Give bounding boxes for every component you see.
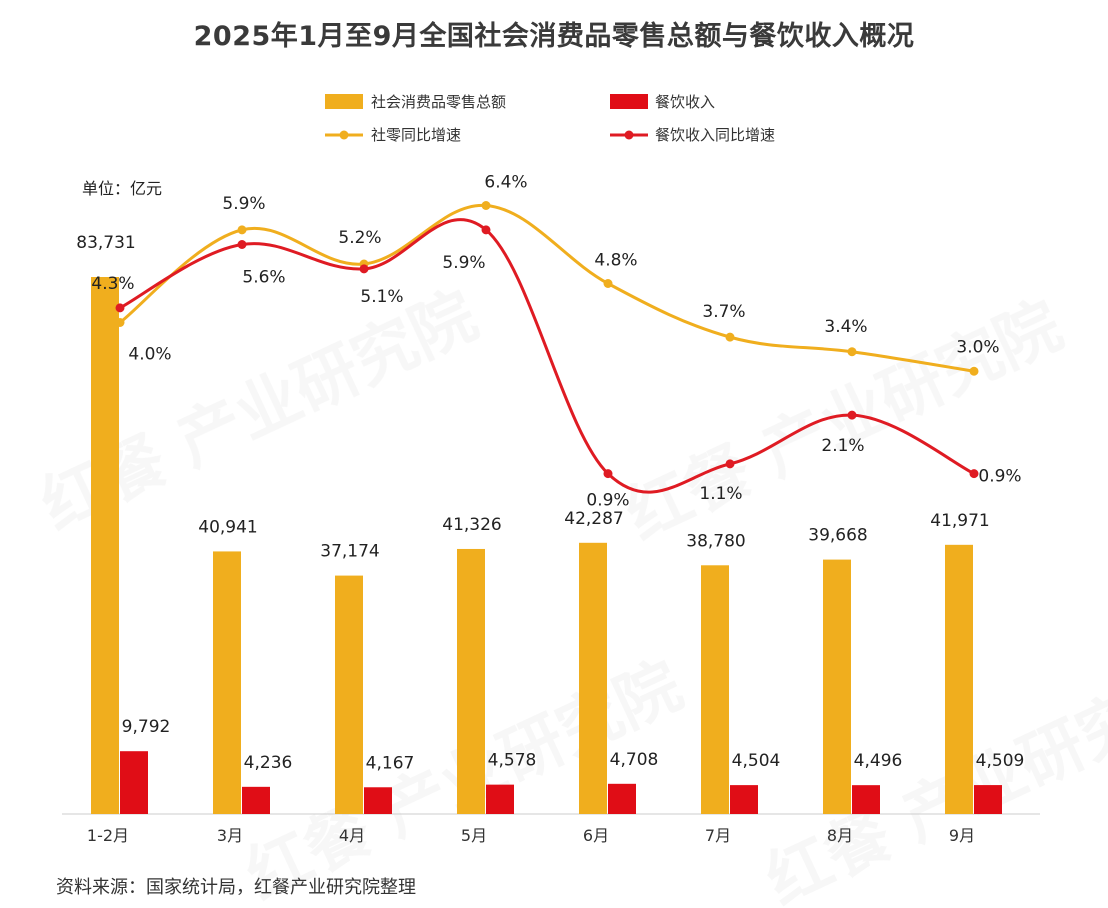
legend-label-catering: 餐饮收入 [655, 93, 715, 111]
bar-catering [364, 787, 392, 814]
point-catering-growth [969, 469, 979, 479]
point-catering-growth [847, 410, 857, 420]
data-label-retail-growth: 3.7% [702, 302, 745, 322]
data-label-retail: 41,971 [930, 511, 989, 531]
data-label-retail: 39,668 [808, 526, 867, 546]
point-catering-growth [725, 459, 735, 469]
data-label-catering-growth: 0.9% [586, 491, 629, 511]
bar-retail [457, 548, 485, 814]
x-tick-label: 5月 [461, 826, 487, 845]
data-label-retail-growth: 6.4% [484, 173, 527, 193]
point-retail-growth [481, 201, 491, 210]
bar-retail [91, 277, 119, 814]
point-catering-growth [115, 303, 125, 313]
data-label-catering: 4,496 [854, 751, 903, 771]
data-label-retail: 41,326 [442, 515, 501, 535]
unit-label: 单位：亿元 [82, 179, 163, 198]
point-catering-growth [603, 469, 613, 479]
data-label-retail-growth: 5.2% [338, 228, 381, 248]
legend-label-retail-growth: 社零同比增速 [371, 126, 461, 144]
bar-catering [730, 785, 758, 814]
x-tick-label: 3月 [217, 826, 243, 845]
bar-catering [242, 786, 270, 814]
data-label-catering: 4,509 [976, 751, 1025, 771]
bar-retail [823, 559, 851, 814]
bar-retail [701, 565, 729, 814]
data-label-catering: 4,504 [732, 751, 781, 771]
x-tick-label: 4月 [339, 826, 365, 845]
watermark-text: 红餐 产业研究院 [755, 654, 1108, 908]
data-label-catering: 4,708 [610, 750, 659, 770]
line-catering-growth [119, 218, 975, 494]
point-retail-growth [969, 366, 979, 376]
x-tick-label: 1-2月 [87, 826, 129, 845]
data-label-catering-growth: 5.9% [442, 253, 485, 273]
data-label-retail-growth: 3.4% [824, 317, 867, 337]
data-label-retail: 42,287 [564, 509, 623, 529]
legend-marker-catering-growth [624, 130, 634, 140]
point-retail-growth [115, 318, 125, 327]
point-retail-growth [725, 332, 735, 342]
data-label-catering: 4,578 [488, 751, 537, 771]
legend: 社会消费品零售总额 餐饮收入 社零同比增速 餐饮收入同比增速 [325, 93, 775, 144]
data-label-retail: 83,731 [76, 233, 135, 253]
point-catering-growth [237, 240, 247, 249]
source-note: 资料来源：国家统计局，红餐产业研究院整理 [56, 877, 416, 898]
x-tick-label: 9月 [949, 826, 975, 845]
plot-area: 1-2月 3月 4月 5月 6月 7月 8月 9月 83,731 9,792 40,941 4,236… [76, 173, 1024, 846]
data-label-catering: 4,167 [366, 753, 415, 773]
point-retail-growth [603, 279, 613, 288]
data-label-retail: 38,780 [686, 531, 745, 551]
point-catering-growth [359, 264, 369, 274]
data-label-catering-growth: 5.6% [242, 268, 285, 288]
point-retail-growth [847, 347, 857, 357]
data-label-retail: 37,174 [320, 542, 379, 562]
legend-swatch-catering [610, 94, 648, 109]
x-tick-label: 7月 [705, 826, 731, 845]
bar-retail [579, 542, 607, 814]
legend-label-retail: 社会消费品零售总额 [371, 93, 506, 111]
chart-title: 2025年1月至9月全国社会消费品零售总额与餐饮收入概况 [193, 21, 915, 52]
bar-retail [945, 544, 973, 814]
data-label-retail-growth: 4.0% [128, 345, 171, 365]
data-label-catering-growth: 1.1% [699, 484, 742, 504]
legend-swatch-retail [325, 94, 363, 109]
bar-catering [974, 785, 1002, 814]
bar-retail [213, 551, 241, 814]
data-label-catering-growth: 2.1% [821, 436, 864, 456]
x-tick-label: 8月 [827, 826, 853, 845]
point-retail-growth [237, 225, 247, 235]
x-tick-label: 6月 [583, 826, 609, 845]
point-catering-growth [481, 225, 491, 235]
bar-catering [608, 783, 636, 814]
bar-catering [120, 751, 148, 814]
data-label-retail: 40,941 [198, 517, 257, 537]
data-label-retail-growth: 3.0% [956, 337, 999, 357]
data-label-catering-growth: 0.9% [978, 467, 1021, 487]
data-label-catering-growth: 4.3% [91, 274, 134, 294]
data-label-catering: 4,236 [244, 753, 293, 773]
data-label-catering: 9,792 [122, 717, 171, 737]
line-retail-growth [119, 203, 975, 373]
bar-catering [852, 785, 880, 814]
data-label-catering-growth: 5.1% [360, 287, 403, 307]
bar-retail [335, 575, 363, 814]
legend-marker-retail-growth [339, 130, 349, 140]
data-label-retail-growth: 5.9% [222, 194, 265, 214]
legend-label-catering-growth: 餐饮收入同比增速 [655, 126, 775, 144]
bar-catering [486, 784, 514, 814]
data-label-retail-growth: 4.8% [594, 251, 637, 271]
